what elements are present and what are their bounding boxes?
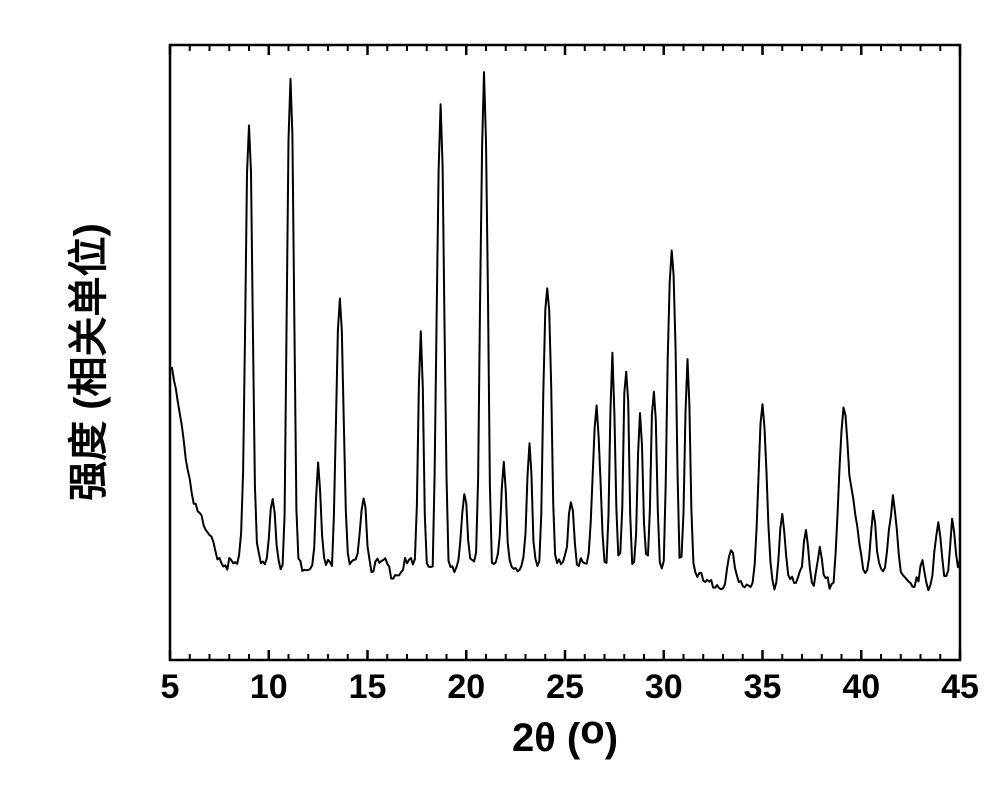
x-tick-label: 40 bbox=[842, 668, 880, 707]
x-tick-label: 30 bbox=[645, 668, 683, 707]
y-axis-label: 强度 (相关单位) bbox=[56, 152, 114, 572]
x-tick-label: 45 bbox=[941, 668, 979, 707]
x-axis-label: 2θ (o) bbox=[170, 716, 960, 761]
xrd-trace bbox=[170, 72, 960, 590]
x-tick-label: 5 bbox=[161, 668, 180, 707]
x-tick-label: 25 bbox=[546, 668, 584, 707]
x-axis-label-close: ) bbox=[605, 716, 618, 760]
x-tick-label: 35 bbox=[744, 668, 782, 707]
x-axis-label-degree: o bbox=[580, 708, 604, 752]
x-tick-label: 15 bbox=[349, 668, 387, 707]
x-axis-label-text: 2θ ( bbox=[512, 716, 580, 760]
x-tick-label: 10 bbox=[250, 668, 288, 707]
xrd-chart: 强度 (相关单位) 2θ (o) 5 10 15 20 25 30 35 40 45 bbox=[0, 0, 1000, 797]
x-tick-label: 20 bbox=[447, 668, 485, 707]
